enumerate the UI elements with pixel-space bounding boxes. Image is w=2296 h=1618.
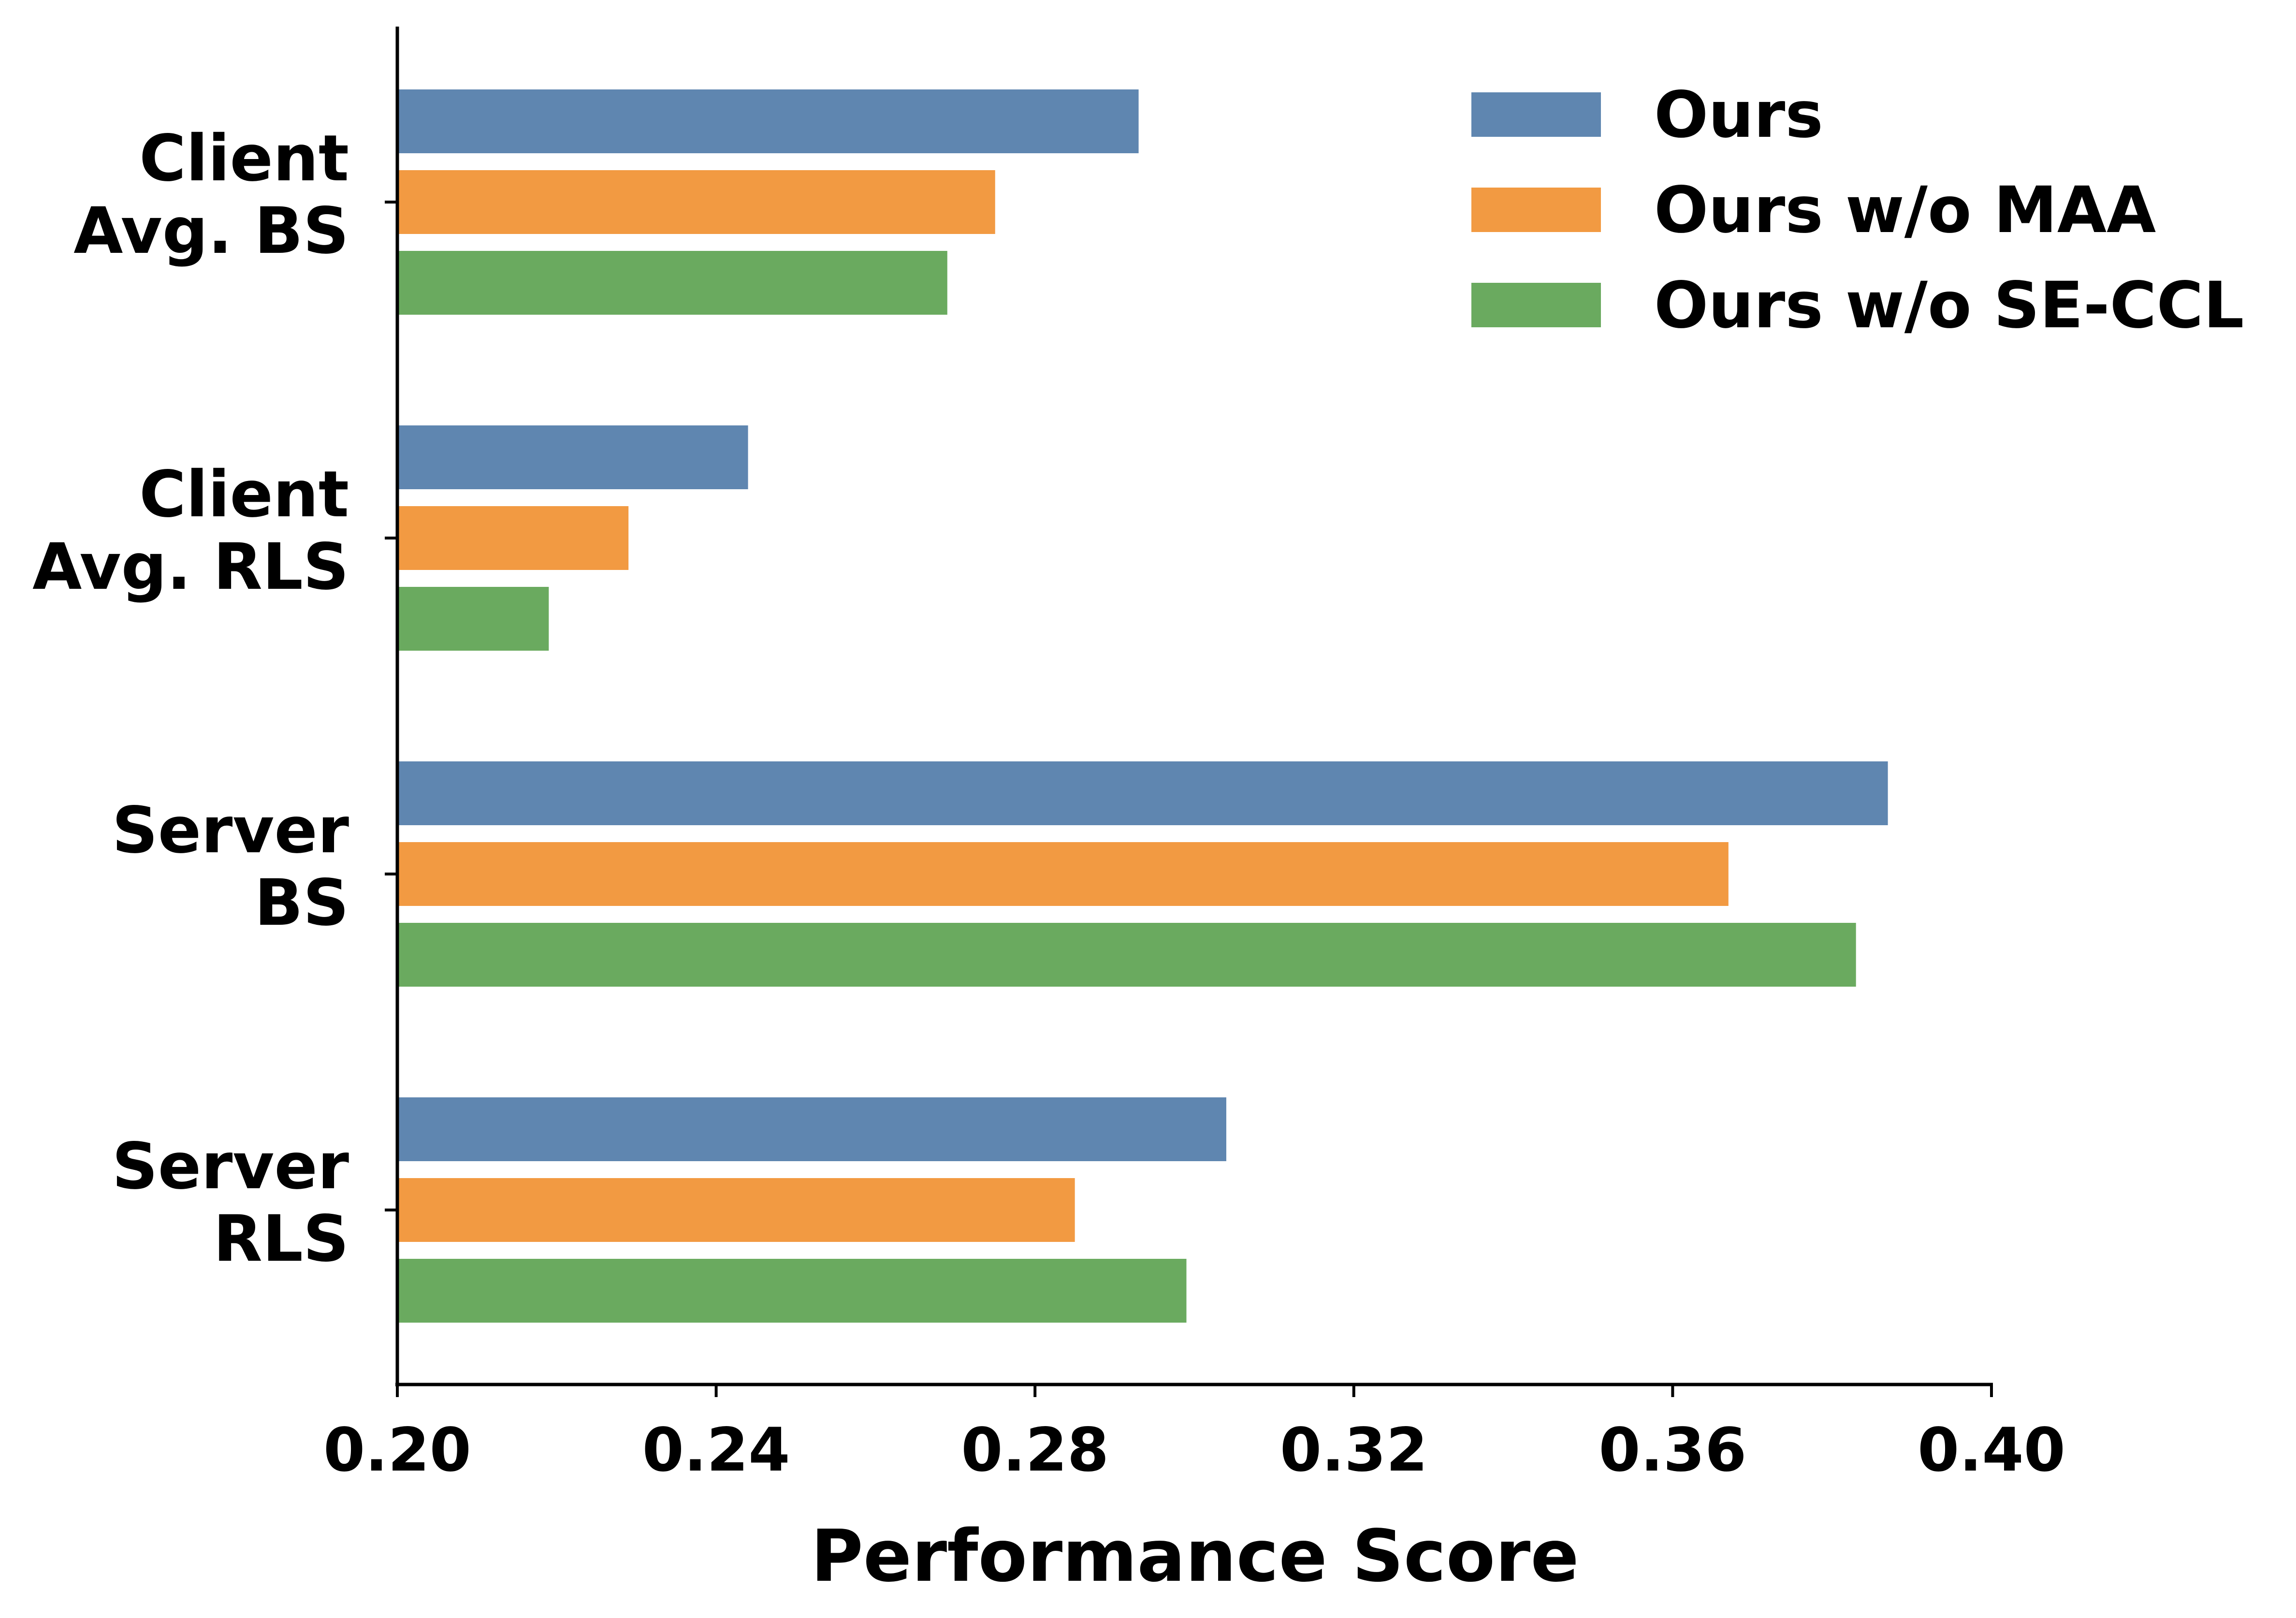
x-tick-label: 0.28	[961, 1415, 1109, 1485]
y-category-label: Server	[112, 1129, 349, 1204]
bar-ours-w-o-maa-3	[397, 1178, 1075, 1242]
axes-layer	[395, 27, 1993, 1386]
legend-label: Ours	[1654, 78, 1823, 152]
y-category-label: Server	[112, 793, 349, 868]
x-tick-label: 0.40	[1918, 1415, 2065, 1485]
legend: Ours Ours w/o MAA Ours w/o SE-CCL	[1471, 78, 2244, 343]
x-axis-title: Performance Score	[811, 1515, 1579, 1598]
bar-ours-0	[397, 89, 1139, 153]
bar-ours-3	[397, 1097, 1226, 1161]
x-tick-label: 0.24	[642, 1415, 790, 1485]
y-category-label: Client	[139, 457, 349, 532]
legend-label: Ours w/o MAA	[1654, 173, 2156, 248]
bar-ours-2	[397, 761, 1888, 825]
y-category-label: Avg. RLS	[32, 530, 349, 604]
bar-ours-w-o-se-ccl-2	[397, 923, 1856, 987]
x-tick-label: 0.20	[323, 1415, 471, 1485]
bar-ours-w-o-maa-1	[397, 506, 629, 570]
x-tick-label: 0.32	[1280, 1415, 1428, 1485]
legend-swatch	[1471, 92, 1601, 137]
bar-ours-w-o-maa-2	[397, 842, 1729, 906]
legend-swatch	[1471, 283, 1601, 327]
bars-layer	[397, 89, 1888, 1323]
bar-ours-w-o-maa-0	[397, 170, 995, 234]
x-tick-label: 0.36	[1598, 1415, 1746, 1485]
bar-ours-w-o-se-ccl-3	[397, 1259, 1187, 1323]
bar-ours-w-o-se-ccl-1	[397, 587, 549, 651]
y-category-label: Avg. BS	[73, 194, 349, 268]
legend-label: Ours w/o SE-CCL	[1654, 268, 2244, 343]
y-category-label: BS	[254, 866, 349, 940]
x-ticks: 0.20 0.24 0.28 0.32 0.36 0.40	[323, 1385, 2065, 1485]
y-category-label: Client	[139, 121, 349, 196]
legend-swatch	[1471, 188, 1601, 232]
y-category-label: RLS	[213, 1202, 349, 1276]
bar-ours-1	[397, 425, 748, 489]
bar-ours-w-o-se-ccl-0	[397, 251, 947, 315]
